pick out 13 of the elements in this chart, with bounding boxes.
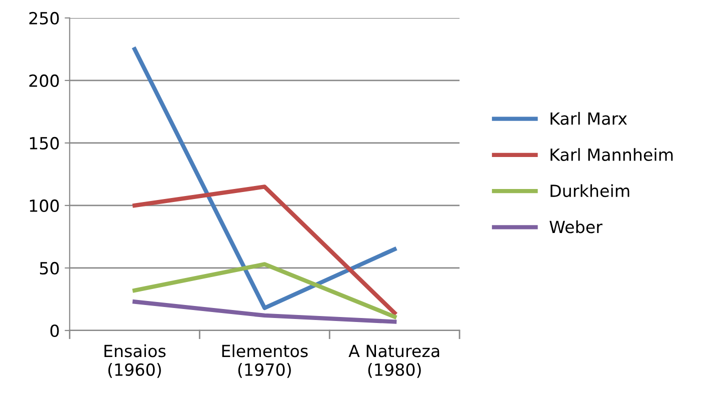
legend-label: Durkheim [550, 184, 630, 198]
y-tick-label: 50 [40, 262, 59, 275]
x-tick-label: A Natureza (1980) [348, 344, 440, 378]
legend-label: Weber [550, 220, 602, 234]
legend-label: Karl Marx [550, 112, 627, 125]
y-tick-label: 0 [50, 324, 59, 338]
y-tick-label: 150 [30, 136, 59, 150]
y-tick-label: 200 [29, 74, 59, 88]
x-tick-label: Elementos (1970) [222, 344, 308, 378]
y-tick-label: 100 [30, 199, 59, 212]
x-tick-label: Ensaios (1960) [104, 344, 166, 378]
y-tick-label: 250 [29, 12, 59, 25]
legend-label: Karl Mannheim [550, 148, 673, 161]
